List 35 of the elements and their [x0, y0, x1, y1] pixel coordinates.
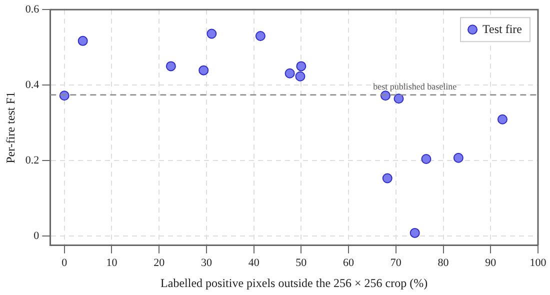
point	[296, 61, 306, 72]
point	[59, 90, 70, 101]
y-tick-label: 0.2	[25, 154, 40, 166]
x-tick-label: 0	[62, 256, 68, 269]
legend-label: Test fire	[482, 22, 522, 36]
point	[497, 114, 508, 124]
x-axis-title: Labelled positive pixels outside the 256 × 256 crop (%)	[160, 276, 428, 290]
ref-line-label: best published baseline	[373, 82, 457, 92]
y-axis-title: Per-fire test F1	[3, 92, 18, 164]
y-tick-label: 0.6	[25, 3, 40, 16]
point	[284, 68, 295, 78]
x-tick-label: 10	[106, 256, 118, 269]
point	[295, 71, 306, 82]
point	[394, 94, 404, 104]
point	[78, 36, 88, 46]
x-tick-label: 90	[485, 256, 497, 269]
point	[380, 90, 390, 101]
x-tick-label: 50	[296, 256, 308, 269]
point	[166, 61, 176, 72]
point	[453, 152, 464, 163]
point	[206, 28, 217, 39]
x-tick-label: 20	[154, 256, 166, 269]
x-tick-label: 100	[530, 256, 547, 269]
x-tick-label: 80	[438, 256, 450, 269]
x-tick-label: 40	[248, 256, 260, 269]
point	[255, 31, 266, 42]
x-tick-label: 60	[343, 256, 355, 269]
y-tick-label: 0	[34, 230, 40, 242]
point	[198, 65, 209, 76]
point	[421, 154, 432, 164]
x-tick-label: 70	[390, 256, 402, 269]
point	[410, 228, 420, 238]
x-tick-label: 30	[200, 256, 212, 269]
point	[382, 173, 392, 184]
y-tick-label: 0.4	[25, 78, 40, 91]
